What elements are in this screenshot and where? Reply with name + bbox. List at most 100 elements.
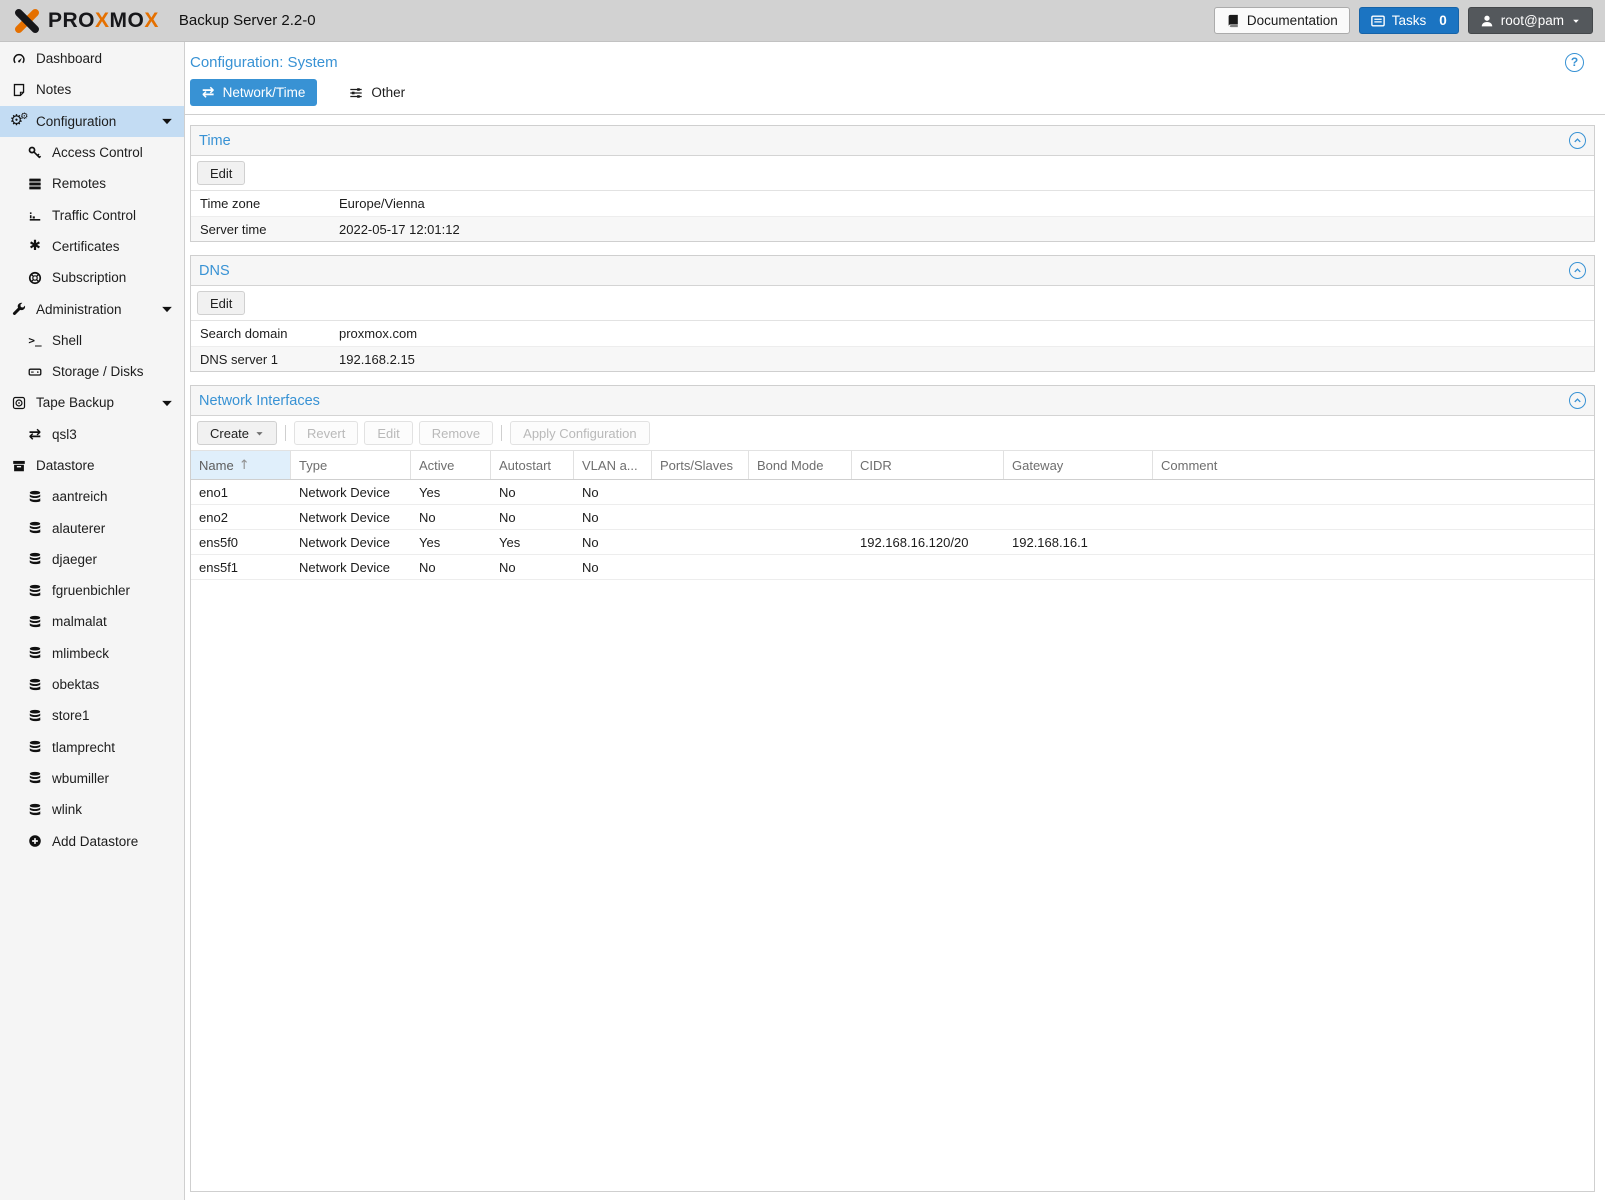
sidebar-item-label: Access Control (52, 145, 143, 161)
sidebar-item-configuration[interactable]: ⚙⚙ Configuration (0, 105, 184, 137)
table-row-ens5f0[interactable]: ens5f0 Network Device Yes Yes No 192.168.16.1… (191, 530, 1594, 555)
help-icon[interactable]: ? (1565, 52, 1584, 72)
sidebar-item-traffic-control[interactable]: Traffic Control (0, 199, 184, 230)
certificate-icon: ✱ (29, 238, 41, 255)
sidebar-item-label: store1 (52, 708, 90, 724)
sidebar-item-wlink[interactable]: wlink (0, 794, 184, 825)
property-row[interactable]: DNS server 1 192.168.2.15 (191, 346, 1594, 371)
table-cell: ens5f0 (199, 534, 239, 550)
edit-button[interactable]: Edit (364, 421, 413, 445)
column-header-type[interactable]: Type (291, 451, 411, 479)
table-cell: No (582, 484, 599, 500)
caret-down-icon[interactable] (157, 302, 177, 316)
user-icon (1480, 14, 1494, 28)
property-label: Server time (200, 221, 267, 237)
collapse-icon[interactable] (1569, 262, 1586, 279)
column-header-gateway[interactable]: Gateway (1004, 451, 1153, 479)
dns-panel-title: DNS (199, 262, 230, 279)
sidebar-item-storage-disks[interactable]: Storage / Disks (0, 356, 184, 387)
sidebar-item-qsl3[interactable]: ⇄ qsl3 (0, 419, 184, 450)
table-row-eno2[interactable]: eno2 Network Device No No No (191, 505, 1594, 530)
sidebar-item-malmalat[interactable]: malmalat (0, 606, 184, 637)
column-header-comment[interactable]: Comment (1153, 451, 1594, 479)
column-header-ports-slaves[interactable]: Ports/Slaves (652, 451, 749, 479)
sidebar-item-label: Dashboard (36, 51, 103, 67)
column-header-active[interactable]: Active (411, 451, 491, 479)
user-menu-button[interactable]: root@pam (1467, 7, 1593, 34)
revert-button[interactable]: Revert (294, 421, 359, 445)
sidebar-item-aantreich[interactable]: aantreich (0, 481, 184, 512)
column-header-autostart[interactable]: Autostart (491, 451, 574, 479)
sidebar-item-djaeger[interactable]: djaeger (0, 544, 184, 575)
sidebar-item-label: djaeger (52, 551, 98, 567)
time-edit-button[interactable]: Edit (197, 161, 246, 185)
sidebar-item-label: Tape Backup (36, 395, 115, 411)
column-header-cidr[interactable]: CIDR (852, 451, 1004, 479)
property-value: 2022-05-17 12:01:12 (339, 221, 460, 237)
database-icon (25, 615, 45, 629)
sidebar-item-certificates[interactable]: ✱ Certificates (0, 231, 184, 262)
caret-down-icon[interactable] (157, 396, 177, 410)
column-header-label: Name (199, 457, 234, 473)
sidebar-item-tlamprecht[interactable]: tlamprecht (0, 732, 184, 763)
column-header-vlan-a-[interactable]: VLAN a... (574, 451, 652, 479)
sidebar-item-label: Remotes (52, 176, 107, 192)
sidebar-item-fgruenbichler[interactable]: fgruenbichler (0, 575, 184, 606)
dns-edit-button[interactable]: Edit (197, 291, 246, 315)
sidebar-item-wbumiller[interactable]: wbumiller (0, 763, 184, 794)
table-row-eno1[interactable]: eno1 Network Device Yes No No (191, 480, 1594, 505)
sidebar-item-subscription[interactable]: Subscription (0, 262, 184, 293)
sidebar-item-add-datastore[interactable]: Add Datastore (0, 825, 184, 856)
exchange-icon: ⇄ (28, 424, 42, 443)
sidebar-item-label: Certificates (52, 238, 120, 254)
terminal-icon: >_ (28, 333, 42, 347)
button-label: Apply Configuration (523, 425, 637, 441)
database-icon (25, 678, 45, 692)
gauge-icon (9, 52, 29, 66)
task-list-icon (1370, 14, 1385, 28)
collapse-icon[interactable] (1569, 132, 1586, 149)
property-row[interactable]: Time zone Europe/Vienna (191, 191, 1594, 216)
sidebar-item-access-control[interactable]: Access Control (0, 137, 184, 168)
sidebar-item-mlimbeck[interactable]: mlimbeck (0, 638, 184, 669)
column-header-label: Active (419, 457, 455, 473)
sidebar-item-alauterer[interactable]: alauterer (0, 512, 184, 543)
tab-other[interactable]: Other (337, 79, 417, 106)
sidebar-item-label: aantreich (52, 489, 108, 505)
sidebar-item-label: wbumiller (52, 770, 110, 786)
sidebar-item-store1[interactable]: store1 (0, 700, 184, 731)
sidebar-item-shell[interactable]: >_ Shell (0, 325, 184, 356)
caret-down-icon[interactable] (157, 114, 177, 128)
tab-network-time[interactable]: ⇄ Network/Time (190, 79, 318, 106)
server-icon (25, 177, 45, 191)
sidebar-item-dashboard[interactable]: Dashboard (0, 43, 184, 74)
apply-configuration-button[interactable]: Apply Configuration (510, 421, 650, 445)
sidebar-item-remotes[interactable]: Remotes (0, 168, 184, 199)
sidebar-item-datastore[interactable]: Datastore (0, 450, 184, 481)
table-row-ens5f1[interactable]: ens5f1 Network Device No No No (191, 555, 1594, 580)
create-button[interactable]: Create (197, 421, 278, 445)
gears-icon: ⚙⚙ (9, 111, 29, 130)
sidebar-item-notes[interactable]: Notes (0, 74, 184, 105)
collapse-icon[interactable] (1569, 392, 1586, 409)
remove-button[interactable]: Remove (418, 421, 494, 445)
sidebar-item-tape-backup[interactable]: Tape Backup (0, 387, 184, 418)
button-label: Remove (431, 425, 481, 441)
proxmox-logo: PROXMOX (12, 6, 159, 36)
tasks-button[interactable]: Tasks 0 (1358, 7, 1459, 34)
sidebar-item-obektas[interactable]: obektas (0, 669, 184, 700)
tab-label: Other (371, 85, 406, 100)
exchange-icon: ⇄ (202, 83, 215, 101)
sidebar-item-label: Traffic Control (52, 207, 137, 223)
property-row[interactable]: Search domain proxmox.com (191, 321, 1594, 346)
sidebar-item-label: Storage / Disks (52, 364, 144, 380)
sidebar-item-administration[interactable]: Administration (0, 293, 184, 324)
key-icon (25, 146, 45, 160)
table-cell: eno1 (199, 484, 228, 500)
table-cell: Yes (499, 534, 521, 550)
column-header-name[interactable]: Name ↑ (191, 451, 291, 479)
property-row[interactable]: Server time 2022-05-17 12:01:12 (191, 216, 1594, 241)
archive-icon (9, 459, 29, 473)
documentation-button[interactable]: Documentation (1213, 7, 1350, 34)
column-header-bond-mode[interactable]: Bond Mode (749, 451, 852, 479)
